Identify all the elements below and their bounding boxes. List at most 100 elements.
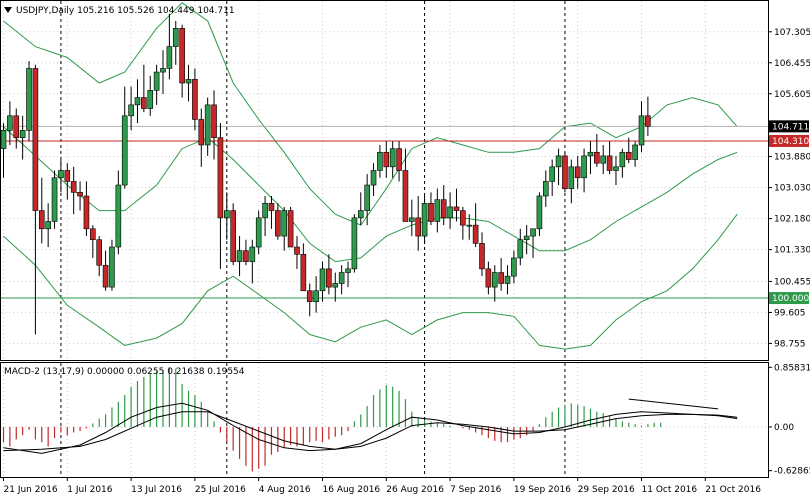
- candle-body-bear: [574, 166, 581, 179]
- candle-body-bull: [600, 155, 607, 164]
- candle-body-bull: [236, 250, 243, 262]
- bollinger-middle-band: [3, 126, 738, 263]
- candle: [287, 206, 294, 248]
- candle: [255, 210, 262, 255]
- candle-body-bear: [192, 79, 198, 120]
- candle: [313, 276, 319, 313]
- time-tick-label: 29 Sep 2016: [578, 485, 635, 495]
- candle: [172, 21, 179, 65]
- candle-body-bull: [58, 170, 64, 179]
- time-tick-label: 11 Oct 2016: [642, 485, 698, 495]
- candle-body-bull: [357, 210, 364, 219]
- candle-body-bull: [147, 89, 154, 109]
- price-tick-label: 103.880: [774, 153, 810, 163]
- candle-body-bull: [313, 290, 319, 302]
- candle-body-bull: [364, 184, 370, 211]
- candle: [606, 141, 613, 175]
- candle-body-bear: [606, 155, 613, 171]
- macd-divergence-trendline: [628, 398, 719, 410]
- candle: [402, 148, 409, 222]
- candle: [389, 141, 396, 178]
- candle: [568, 159, 575, 204]
- candle-body-bull: [542, 181, 549, 197]
- candle: [447, 192, 453, 229]
- candle-body-bull: [409, 217, 415, 222]
- candle: [179, 24, 185, 98]
- candle-body-bear: [32, 68, 39, 211]
- candle: [613, 155, 619, 186]
- candle: [600, 144, 607, 175]
- candle-body-bull: [504, 275, 511, 284]
- candle-body-bear: [440, 199, 447, 219]
- candle: [491, 265, 498, 302]
- candle-body-bear: [402, 170, 409, 222]
- candle: [345, 261, 351, 288]
- candle-body-bear: [90, 228, 96, 241]
- candle-body-bear: [460, 210, 466, 226]
- candle: [415, 195, 422, 251]
- candle: [83, 181, 90, 237]
- macd-tick-label: 0.85831: [774, 363, 810, 373]
- candle-body-bull: [249, 246, 256, 262]
- candle-body-bull: [19, 130, 26, 138]
- candle: [498, 257, 504, 291]
- macd-tick-label: 0.00: [774, 423, 794, 433]
- time-tick-label: 16 Aug 2016: [323, 485, 381, 495]
- candle-body-bull: [530, 228, 536, 237]
- macd-signal-line: [3, 411, 738, 452]
- candle: [479, 232, 485, 277]
- candle-body-bear: [562, 155, 568, 190]
- candle: [109, 239, 115, 291]
- candle-body-bear: [38, 210, 45, 230]
- candle-body-bull: [351, 217, 358, 270]
- candle-body-bear: [326, 268, 332, 288]
- candle-body-bear: [211, 104, 217, 138]
- candle-body-bull: [638, 115, 645, 146]
- candle-body-bear: [179, 28, 185, 84]
- candle-body-bear: [13, 115, 20, 138]
- candle-body-bear: [268, 202, 275, 211]
- price-label-highlight: 104.711: [772, 122, 809, 132]
- candle: [625, 137, 632, 164]
- candle: [281, 206, 288, 251]
- candle: [619, 148, 626, 178]
- candle-body-bear: [96, 239, 102, 266]
- candle-body-bull: [281, 210, 288, 237]
- candle: [102, 250, 109, 291]
- candle-body-bull: [255, 217, 262, 248]
- candle: [332, 272, 339, 302]
- macd-header: MACD-2 (13,17,9) 0.00000 0.06255 0.21638…: [4, 367, 245, 377]
- candle: [204, 97, 211, 156]
- price-tick-label: 107.305: [774, 28, 810, 38]
- candle-body-bull: [204, 104, 211, 146]
- chart-menu-arrow-icon[interactable]: [4, 7, 12, 13]
- candle-body-bear: [198, 119, 205, 146]
- candle-body-bull: [619, 151, 626, 168]
- candle-body-bull: [613, 166, 619, 171]
- candle-body-bull: [549, 166, 555, 182]
- candle: [574, 155, 581, 189]
- price-tick-label: 101.330: [774, 246, 810, 256]
- candle-body-bull: [134, 97, 141, 106]
- candle-body-bear: [415, 217, 422, 237]
- time-tick-label: 7 Sep 2016: [450, 485, 502, 495]
- candle-body-bull: [434, 199, 441, 222]
- price-tick-label: 98.755: [774, 339, 806, 349]
- candle: [236, 236, 243, 277]
- candle-body-bear: [485, 268, 492, 288]
- candle-body-bull: [51, 177, 58, 222]
- bollinger-upper-band: [3, 2, 738, 226]
- candle-body-bull: [421, 202, 428, 237]
- candle: [26, 61, 32, 142]
- candle: [51, 170, 58, 229]
- price-label-box: [769, 134, 809, 147]
- price-tick-label: 105.605: [774, 90, 810, 100]
- candle-body-bull: [491, 272, 498, 288]
- candle: [32, 64, 39, 335]
- candle-body-bull: [121, 115, 128, 186]
- macd-tick-label: -0.62865: [774, 467, 810, 477]
- candle-body-bull: [466, 224, 473, 227]
- candle-body-bull: [45, 221, 51, 230]
